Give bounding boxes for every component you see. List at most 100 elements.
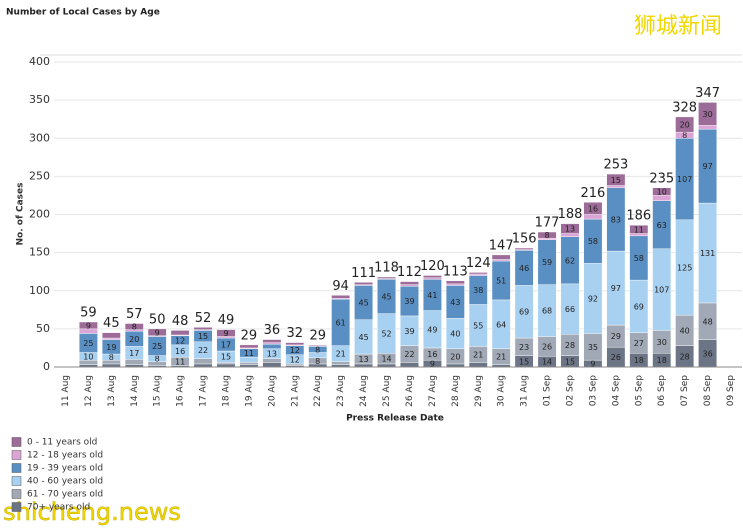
data-label: 21 xyxy=(496,353,506,362)
total-label: 118 xyxy=(374,261,399,276)
bar-segment xyxy=(79,321,98,330)
data-label: 30 xyxy=(657,338,667,347)
data-label: 9 xyxy=(86,321,91,330)
data-label: 25 xyxy=(83,339,93,348)
x-tick-label: 14 Aug xyxy=(130,375,140,407)
bar-segment xyxy=(560,223,580,234)
bar-segment xyxy=(239,362,259,365)
x-tick-label: 03 Sep xyxy=(588,375,598,407)
legend-label: 0 - 11 years old xyxy=(27,438,97,448)
bar-segment xyxy=(537,231,557,239)
data-label: 22 xyxy=(198,346,208,355)
data-label: 20 xyxy=(450,352,460,361)
bar-segment xyxy=(331,361,351,365)
data-label: 11 xyxy=(175,357,185,366)
data-label: 9 xyxy=(430,360,435,369)
data-label: 125 xyxy=(677,263,692,272)
data-label: 16 xyxy=(427,350,437,359)
data-label: 15 xyxy=(198,332,208,341)
bar-segment xyxy=(698,102,717,126)
data-label: 23 xyxy=(519,343,529,352)
data-label: 8 xyxy=(315,345,320,354)
x-tick-label: 21 Aug xyxy=(290,375,300,407)
x-tick-label: 29 Aug xyxy=(474,375,484,407)
data-label: 19 xyxy=(106,343,116,352)
total-label: 120 xyxy=(420,259,445,274)
y-tick-label: 50 xyxy=(36,322,50,335)
bar-segment xyxy=(193,358,213,365)
data-label: 63 xyxy=(657,221,667,230)
total-label: 186 xyxy=(626,209,651,224)
legend-swatch xyxy=(11,502,22,512)
legend-label: 12 - 18 years old xyxy=(27,451,103,461)
bar-segment xyxy=(285,342,305,346)
total-label: 147 xyxy=(489,238,514,253)
x-tick-label: 31 Aug xyxy=(520,375,530,407)
data-label: 10 xyxy=(657,188,667,197)
bar-segment xyxy=(468,362,488,368)
total-label: 48 xyxy=(172,314,189,329)
data-label: 51 xyxy=(496,276,506,285)
x-tick-label: 25 Aug xyxy=(382,375,392,407)
x-tick-label: 19 Aug xyxy=(244,375,254,407)
data-label: 69 xyxy=(634,302,644,311)
data-label: 45 xyxy=(359,333,369,342)
data-label: 12 xyxy=(290,346,300,355)
y-axis-title: No. of Cases xyxy=(16,183,26,246)
bar-segment xyxy=(652,187,672,196)
bar-segment xyxy=(354,282,373,285)
total-label: 328 xyxy=(672,100,697,115)
bar-segment xyxy=(400,284,419,287)
bar-segment xyxy=(675,116,695,133)
total-label: 94 xyxy=(332,279,349,294)
x-tick-label: 28 Aug xyxy=(451,375,461,407)
bar-segment xyxy=(124,323,144,330)
x-tick-label: 12 Aug xyxy=(84,375,94,407)
total-label: 36 xyxy=(264,323,281,338)
data-label: 14 xyxy=(381,355,391,364)
total-label: 156 xyxy=(512,232,537,247)
x-axis-title: Press Release Date xyxy=(346,414,444,424)
bar-segment xyxy=(193,327,213,330)
data-label: 13 xyxy=(267,350,277,359)
y-tick-label: 300 xyxy=(29,131,50,144)
x-tick-label: 22 Aug xyxy=(313,375,323,407)
data-label: 13 xyxy=(565,225,575,234)
data-label: 62 xyxy=(565,256,575,265)
bar-segment xyxy=(124,359,144,365)
data-label: 18 xyxy=(657,356,667,365)
x-tick-label: 08 Sep xyxy=(703,375,713,407)
watermark: shicheng.news xyxy=(3,498,181,526)
data-label: 14 xyxy=(542,358,552,367)
bar-segment xyxy=(262,339,282,343)
data-label: 17 xyxy=(221,341,231,350)
data-label: 9 xyxy=(223,329,228,338)
legend-swatch xyxy=(11,437,22,447)
total-label: 188 xyxy=(558,207,583,222)
bar-segment xyxy=(262,343,282,349)
x-tick-label: 07 Sep xyxy=(680,375,690,407)
total-label: 124 xyxy=(466,256,491,271)
x-tick-label: 15 Aug xyxy=(153,375,163,407)
bar-segment xyxy=(216,329,236,337)
data-label: 131 xyxy=(700,249,715,258)
x-tick-label: 02 Sep xyxy=(566,375,576,407)
data-label: 58 xyxy=(588,237,598,246)
data-label: 8 xyxy=(155,355,160,364)
x-tick-label: 16 Aug xyxy=(176,375,186,407)
total-label: 111 xyxy=(351,266,376,281)
total-label: 29 xyxy=(309,328,326,343)
data-label: 38 xyxy=(473,286,483,295)
data-label: 11 xyxy=(634,225,644,234)
data-label: 17 xyxy=(129,349,139,358)
bar-segment xyxy=(262,362,282,368)
total-label: 113 xyxy=(443,264,468,279)
total-label: 216 xyxy=(581,186,606,201)
data-label: 83 xyxy=(611,215,621,224)
data-label: 10 xyxy=(83,352,93,361)
data-label: 8 xyxy=(545,231,550,240)
data-label: 11 xyxy=(244,349,254,358)
data-label: 49 xyxy=(427,325,437,334)
y-tick-label: 0 xyxy=(43,360,50,373)
bar-segment xyxy=(514,247,534,250)
